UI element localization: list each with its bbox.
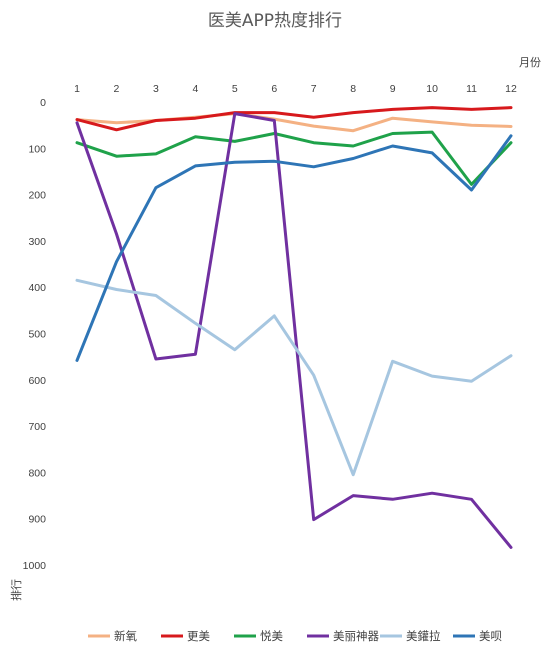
legend: 新氧 更美 悦美 美丽神器 美鑵拉 美呗 — [88, 629, 502, 643]
legend-label: 美鑵拉 — [406, 629, 441, 643]
series-line — [75, 134, 513, 362]
x-tick-label: 11 — [466, 83, 477, 95]
y-tick-label: 900 — [28, 514, 46, 526]
y-tick-label: 100 — [28, 143, 46, 155]
x-tick-label: 1 — [74, 83, 80, 95]
series-line — [75, 106, 513, 132]
x-tick-label: 10 — [426, 83, 438, 95]
x-tick-label: 5 — [232, 83, 238, 95]
x-tick-label: 9 — [390, 83, 396, 95]
x-tick-label: 7 — [311, 83, 317, 95]
y-tick-label: 0 — [40, 97, 46, 109]
y-tick-label: 400 — [28, 282, 46, 294]
y-tick-label: 300 — [28, 236, 46, 248]
x-tick-label: 12 — [505, 83, 517, 95]
x-tick-label: 4 — [192, 83, 198, 95]
y-tick-label: 800 — [28, 467, 46, 479]
x-tick-label: 2 — [114, 83, 120, 95]
chart-title: 医美APP热度排行 — [208, 11, 342, 31]
y-axis-title: 排行 — [9, 579, 23, 601]
legend-label: 美呗 — [479, 629, 502, 643]
x-tick-label: 3 — [153, 83, 159, 95]
legend-label: 美丽神器 — [333, 629, 379, 643]
x-tick-label: 6 — [271, 83, 277, 95]
y-tick-label: 600 — [28, 375, 46, 387]
series-lines — [75, 106, 513, 549]
x-axis-ticks: 1 2 3 4 5 6 7 8 9 10 11 12 — [74, 83, 517, 95]
legend-label: 悦美 — [260, 629, 283, 643]
y-axis-ticks: 0 100 200 300 400 500 600 700 800 900 1000 — [23, 97, 47, 572]
series-line — [75, 130, 513, 186]
x-tick-label: 8 — [350, 83, 356, 95]
series-line — [75, 278, 513, 477]
y-tick-label: 700 — [28, 421, 46, 433]
y-tick-label: 500 — [28, 329, 46, 341]
x-axis-title: 月份 — [519, 56, 541, 69]
y-tick-label: 1000 — [23, 560, 47, 572]
y-tick-label: 200 — [28, 190, 46, 202]
legend-label: 更美 — [187, 629, 210, 643]
legend-label: 新氧 — [114, 629, 137, 643]
series-line — [75, 112, 513, 549]
